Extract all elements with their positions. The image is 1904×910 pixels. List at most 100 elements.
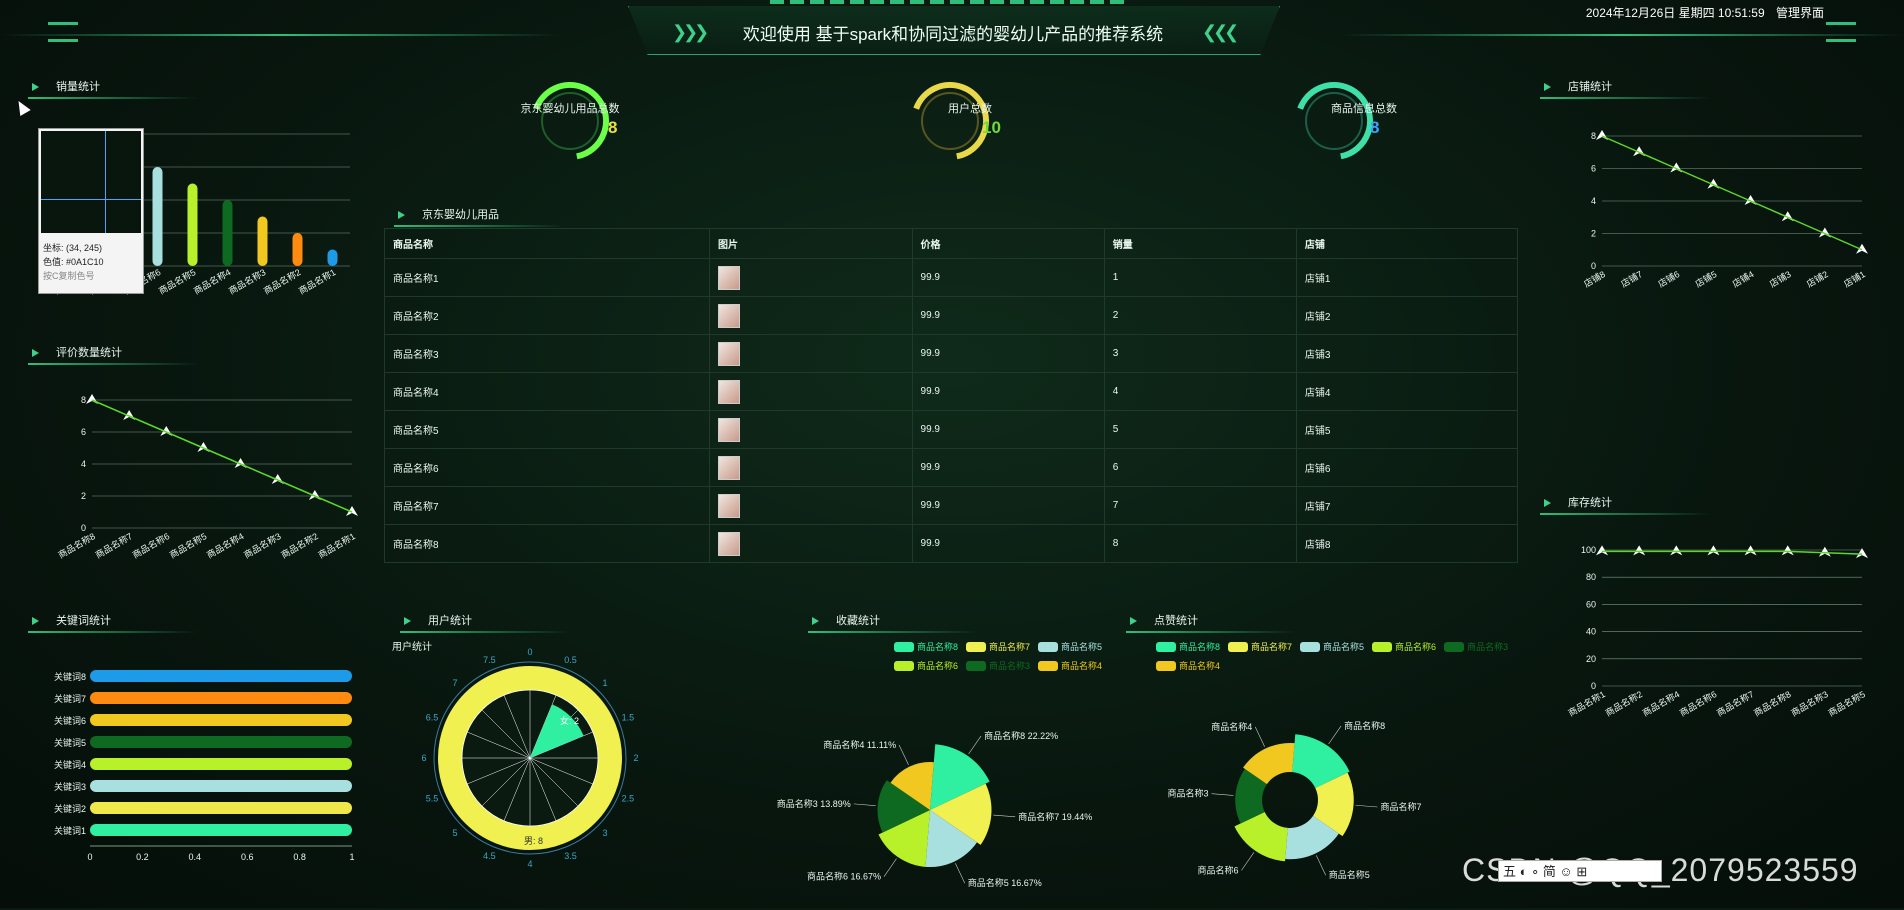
col-header-image: 图片: [708, 228, 913, 259]
product-thumbnail[interactable]: [717, 341, 740, 366]
x-tick-label: 商品名称5: [167, 530, 208, 560]
x-tick-label: 1: [349, 852, 354, 862]
label-leader: [1355, 804, 1378, 808]
table-cell: 商品名称1: [384, 258, 710, 297]
legend-item[interactable]: 商品名称5: [1300, 640, 1364, 653]
table-row[interactable]: 商品名称6 99.9 6 店铺6: [384, 448, 1519, 487]
table-row[interactable]: 商品名称1 99.9 1 店铺1: [384, 258, 1519, 297]
tooltip-hint: 按C复制色号: [43, 271, 95, 281]
table-row[interactable]: 商品名称7 99.9 7 店铺7: [384, 486, 1519, 525]
polar-spoke: [481, 709, 531, 759]
data-point: [1707, 545, 1720, 556]
table-cell: 店铺6: [1295, 448, 1519, 487]
legend-item[interactable]: 商品名称7: [1228, 640, 1292, 653]
kpi-products: 京东婴幼儿用品总数 8: [500, 76, 640, 166]
angle-tick: 7: [453, 678, 458, 688]
table-cell: 8: [1103, 524, 1297, 563]
x-tick-label: 店铺2: [1804, 268, 1829, 289]
table-cell: 店铺4: [1295, 372, 1519, 411]
admin-link[interactable]: 管理界面: [1775, 6, 1824, 20]
data-point: [1856, 548, 1868, 559]
data-point: [346, 506, 358, 516]
legend-item[interactable]: 商品名称5: [1038, 640, 1102, 653]
bar: [222, 200, 233, 266]
product-thumbnail[interactable]: [717, 417, 740, 442]
table-cell: 商品名称5: [384, 410, 710, 449]
bar: [90, 714, 352, 726]
kpi-ring-products: [531, 81, 609, 160]
y-tick-label: 80: [1586, 572, 1596, 582]
header-deco-left: [48, 22, 78, 42]
table-row[interactable]: 商品名称3 99.9 3 店铺3: [384, 334, 1519, 373]
y-tick-label: 40: [1586, 627, 1596, 637]
ime-toolbar[interactable]: 五 ◐ ∘ 简 ☺ ⊞: [1498, 860, 1662, 882]
col-header-name: 商品名称: [384, 228, 710, 259]
legend-item[interactable]: 商品名称4: [1156, 659, 1220, 672]
legend-label: 商品名称3: [989, 661, 1031, 671]
slice: [930, 783, 992, 845]
y-tick-label: 4: [1591, 196, 1596, 206]
legend-item[interactable]: 商品名称4: [1038, 659, 1102, 672]
product-thumbnail[interactable]: [717, 379, 740, 404]
slice-label: 商品名称3 13.89%: [777, 798, 851, 809]
legend-item[interactable]: 商品名称6: [894, 659, 958, 672]
legend-label: 商品名称7: [1251, 642, 1293, 652]
angle-tick: 4.5: [483, 851, 496, 861]
panel-title-keywords: 关键词统计: [28, 612, 198, 633]
polar-axis: [433, 661, 627, 855]
x-tick-label: 店铺1: [1842, 268, 1867, 289]
panel-title-reviews: 评价数量统计: [28, 344, 198, 365]
product-thumbnail[interactable]: [717, 493, 740, 518]
bar: [187, 183, 198, 266]
table-cell: 商品名称3: [384, 334, 710, 373]
table-cell: 商品名称4: [384, 372, 710, 411]
legend-label: 商品名称4: [1061, 661, 1103, 671]
table-cell: 商品名称2: [384, 296, 710, 335]
slice-label: 商品名称4: [1211, 721, 1252, 732]
table-cell: 商品名称7: [384, 486, 710, 525]
product-thumbnail[interactable]: [717, 455, 740, 480]
product-thumbnail[interactable]: [717, 303, 740, 328]
y-tick-label: 8: [81, 395, 86, 405]
slice: [878, 810, 930, 867]
x-tick-label: 商品名称3: [242, 530, 283, 560]
legend-item[interactable]: 商品名称3: [1444, 640, 1508, 653]
panel-title-users: 用户统计: [400, 612, 570, 633]
x-tick-label: 商品名称8: [56, 530, 97, 560]
legend-item[interactable]: 商品名称8: [1156, 640, 1220, 653]
panel-title-stock: 库存统计: [1540, 494, 1710, 515]
y-tick-label: 2: [1591, 229, 1596, 239]
slice-label: 商品名称8 22.22%: [984, 730, 1058, 741]
header-line-right: [1340, 34, 1904, 36]
bar: [90, 802, 352, 814]
table-row[interactable]: 商品名称8 99.9 8 店铺8: [384, 524, 1519, 563]
table-row[interactable]: 商品名称2 99.9 2 店铺2: [384, 296, 1519, 335]
legend-item[interactable]: 商品名称8: [894, 640, 958, 653]
slice-label: 商品名称5 16.67%: [968, 877, 1042, 888]
page-title: 欢迎使用 基于spark和协同过滤的婴幼儿产品的推荐系统: [742, 25, 1164, 44]
slice: [1285, 815, 1339, 860]
title-frame: [628, 6, 1280, 55]
product-thumbnail[interactable]: [717, 531, 740, 556]
x-tick-label: 店铺3: [1767, 268, 1792, 289]
table-cell-image: [708, 524, 913, 563]
slice: [925, 810, 977, 868]
legend-item[interactable]: 商品名称7: [966, 640, 1030, 653]
slice-label: 商品名称5: [1329, 869, 1370, 880]
polar-spoke: [467, 757, 531, 785]
y-tick-label: 关键词5: [54, 737, 86, 748]
chart-reviews: 0 2 4 6 8 商品名称8商品名称7商品名称6商品名称5商品名称4商品名称3商品名称2…: [56, 394, 358, 560]
x-tick-label: 店铺6: [1656, 268, 1681, 289]
legend-label: 商品名称4: [1179, 661, 1221, 671]
table-row[interactable]: 商品名称4 99.9 4 店铺4: [384, 372, 1519, 411]
table-row[interactable]: 商品名称5 99.9 5 店铺5: [384, 410, 1519, 449]
slice: [890, 762, 934, 810]
legend-item[interactable]: 商品名称6: [1372, 640, 1436, 653]
product-thumbnail[interactable]: [717, 265, 740, 290]
legend-item[interactable]: 商品名称3: [966, 659, 1030, 672]
data-point: [1633, 545, 1646, 556]
y-tick-label: 关键词3: [54, 781, 86, 792]
label-leader: [898, 744, 909, 765]
label-leader: [1328, 725, 1342, 745]
x-tick-label: 0.2: [136, 852, 149, 862]
